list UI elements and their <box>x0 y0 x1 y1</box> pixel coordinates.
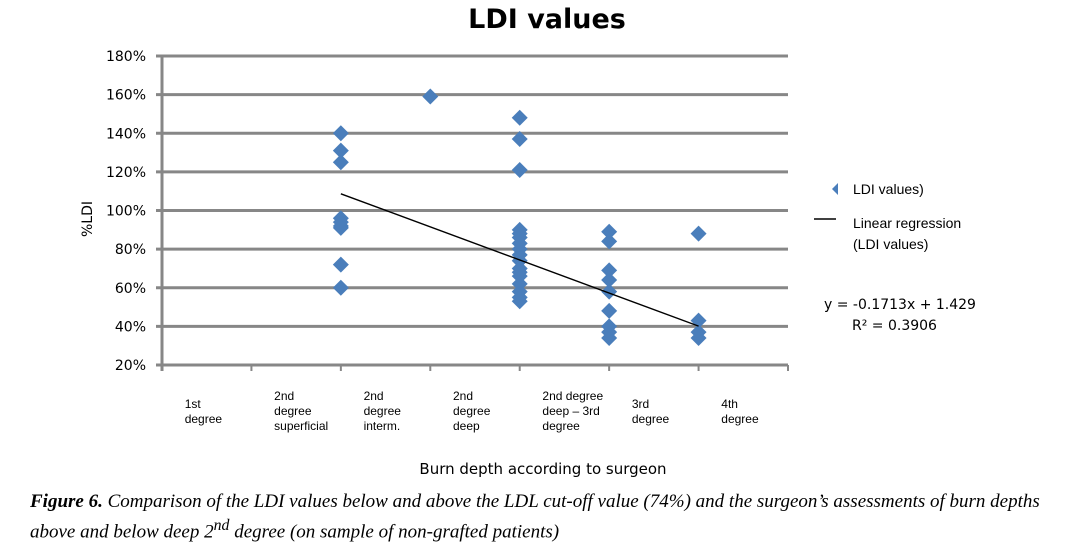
y-tick-label: 60% <box>115 281 146 297</box>
y-tick-label: 80% <box>115 242 146 258</box>
data-point <box>601 329 618 346</box>
data-point <box>511 293 528 310</box>
x-axis-label: Burn depth according to surgeon <box>419 460 666 478</box>
y-tick-label: 120% <box>106 165 146 181</box>
x-tick-label: 2nd degree superficial <box>274 389 328 433</box>
data-points <box>332 88 707 346</box>
y-tick-label: 40% <box>115 319 146 335</box>
data-point <box>601 272 618 289</box>
data-point <box>332 154 349 171</box>
caption-text: Comparison of the LDI values below and a… <box>30 491 1040 543</box>
data-point <box>690 329 707 346</box>
data-point <box>601 223 618 240</box>
ldi-scatter-chart: LDI values 20% 40% 60% 80% 100% 120% 140% 160% 1… <box>80 4 976 478</box>
data-point <box>601 302 618 319</box>
figure-label: Figure 6. <box>30 491 103 512</box>
data-point <box>601 283 618 300</box>
data-point <box>422 88 439 105</box>
legend: LDI values) Linear regression (LDI values) <box>814 181 961 252</box>
x-tick-label: 2nd degree deep <box>453 389 491 433</box>
x-tick-label: 2nd degree deep – 3rd degree <box>542 389 603 433</box>
data-point <box>511 109 528 126</box>
legend-label-regression: Linear regression (LDI values) <box>853 215 961 252</box>
x-axis-tick-labels: 1st degree 2nd degree superficial 2nd degree in… <box>185 389 759 433</box>
data-point <box>332 279 349 296</box>
data-point <box>332 219 349 236</box>
regression-equation: y = -0.1713x + 1.429 <box>824 297 976 313</box>
y-tick-label: 140% <box>106 126 146 142</box>
regression-line-group <box>340 193 699 327</box>
caption-superscript: nd <box>213 517 230 534</box>
caption-text-end: degree (on sample of non-grafted patient… <box>229 521 560 543</box>
data-point <box>511 131 528 148</box>
y-tick-label: 100% <box>106 204 146 220</box>
legend-marker-diamond <box>832 183 838 195</box>
data-point <box>332 125 349 142</box>
data-point <box>690 225 707 242</box>
x-tick-label: 1st degree <box>185 397 223 426</box>
y-tick-label: 20% <box>115 358 146 374</box>
data-point <box>332 142 349 159</box>
x-axis <box>160 56 789 371</box>
data-point <box>332 256 349 273</box>
gridlines <box>156 54 788 367</box>
x-tick-label: 2nd degree interm. <box>364 389 402 433</box>
data-point <box>601 262 618 279</box>
y-tick-label: 160% <box>106 88 146 104</box>
data-point <box>601 233 618 250</box>
x-tick-label: 3rd degree <box>632 397 670 426</box>
legend-label-ldi: LDI values) <box>853 181 924 197</box>
regression-line <box>340 193 699 327</box>
r-squared: R² = 0.3906 <box>852 318 937 334</box>
data-point <box>511 161 528 178</box>
chart-title: LDI values <box>468 4 626 35</box>
y-axis-ticks: 20% 40% 60% 80% 100% 120% 140% 160% 180% <box>106 49 146 374</box>
x-tick-label: 4th degree <box>721 397 759 426</box>
figure-caption: Figure 6. Comparison of the LDI values b… <box>30 490 1060 544</box>
y-tick-label: 180% <box>106 49 146 65</box>
y-axis-label: %LDI <box>80 201 96 237</box>
